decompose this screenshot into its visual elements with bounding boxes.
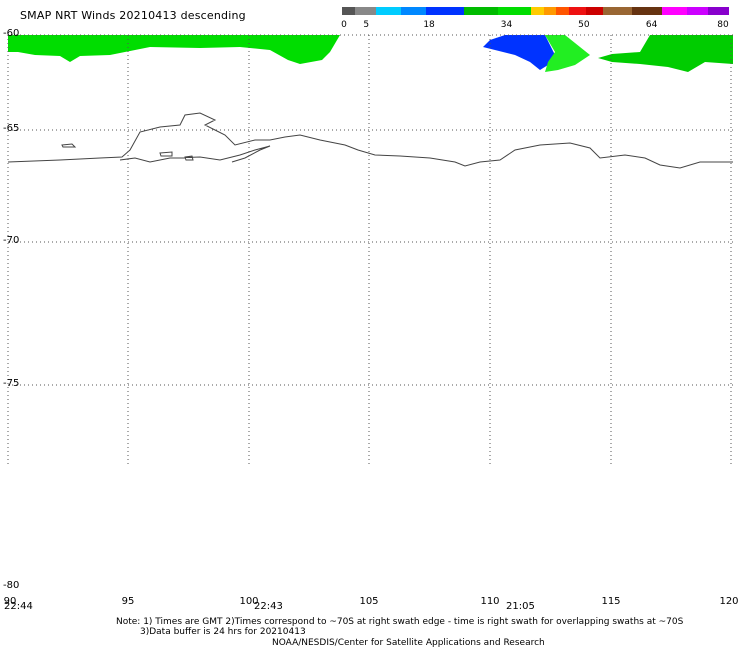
lon-tick-90: 90 (3, 596, 17, 607)
colorbar-segment (585, 7, 603, 15)
colorbar-segment (543, 7, 557, 15)
lat-lon-grid (7, 34, 733, 465)
colorbar-label: 0 (341, 20, 347, 30)
swath-time-3: 21:05 (506, 601, 535, 612)
wind-swath-left (8, 35, 340, 64)
lon-tick-100: 100 (239, 596, 259, 607)
antarctic-coastline (7, 112, 733, 169)
lon-tick-115: 115 (601, 596, 621, 607)
colorbar-label: 18 (423, 20, 435, 30)
colorbar-label: 50 (578, 20, 590, 30)
colorbar-segment (342, 7, 355, 15)
note-line-1: Note: 1) Times are GMT 2)Times correspon… (116, 617, 684, 627)
coastline-detail (61, 143, 271, 163)
lon-tick-105: 105 (359, 596, 379, 607)
colorbar-segment (569, 7, 586, 15)
colorbar-segment (602, 7, 633, 15)
wind-swath-right (598, 35, 733, 72)
colorbar-segment (497, 7, 532, 15)
colorbar-segment (463, 7, 498, 15)
lon-tick-120: 120 (719, 596, 739, 607)
lon-tick-95: 95 (121, 596, 135, 607)
colorbar-segment (661, 7, 687, 15)
swath-time-1: 22:44 (4, 601, 33, 612)
lat-tick-75: -75 (3, 378, 20, 389)
wind-swath-bright-green (545, 35, 590, 72)
colorbar-segment (556, 7, 570, 15)
note-line-2: 3)Data buffer is 24 hrs for 20210413 (140, 627, 306, 637)
swath-time-2: 22:43 (254, 601, 283, 612)
lat-tick-70: -70 (3, 235, 20, 246)
lon-tick-110: 110 (480, 596, 500, 607)
colorbar-segment (426, 7, 464, 15)
note-line-3: NOAA/NESDIS/Center for Satellite Applica… (272, 638, 545, 648)
lat-tick-60: -60 (3, 28, 20, 39)
lat-tick-80: -80 (3, 580, 20, 591)
colorbar-label: 64 (645, 20, 658, 30)
colorbar-segment (707, 7, 729, 15)
colorbar-segment (531, 7, 544, 15)
lat-tick-65: -65 (3, 123, 20, 134)
map-title: SMAP NRT Winds 20210413 descending (20, 9, 246, 22)
colorbar-label: 5 (363, 20, 370, 30)
wind-speed-colorbar (342, 7, 729, 15)
wind-swath-blue (483, 35, 555, 70)
colorbar-label: 34 (500, 20, 513, 30)
colorbar-segment (686, 7, 708, 15)
colorbar-label: 80 (717, 20, 729, 30)
colorbar-segment (632, 7, 662, 15)
colorbar-segment (354, 7, 376, 15)
colorbar-segment (375, 7, 401, 15)
colorbar-segment (400, 7, 427, 15)
